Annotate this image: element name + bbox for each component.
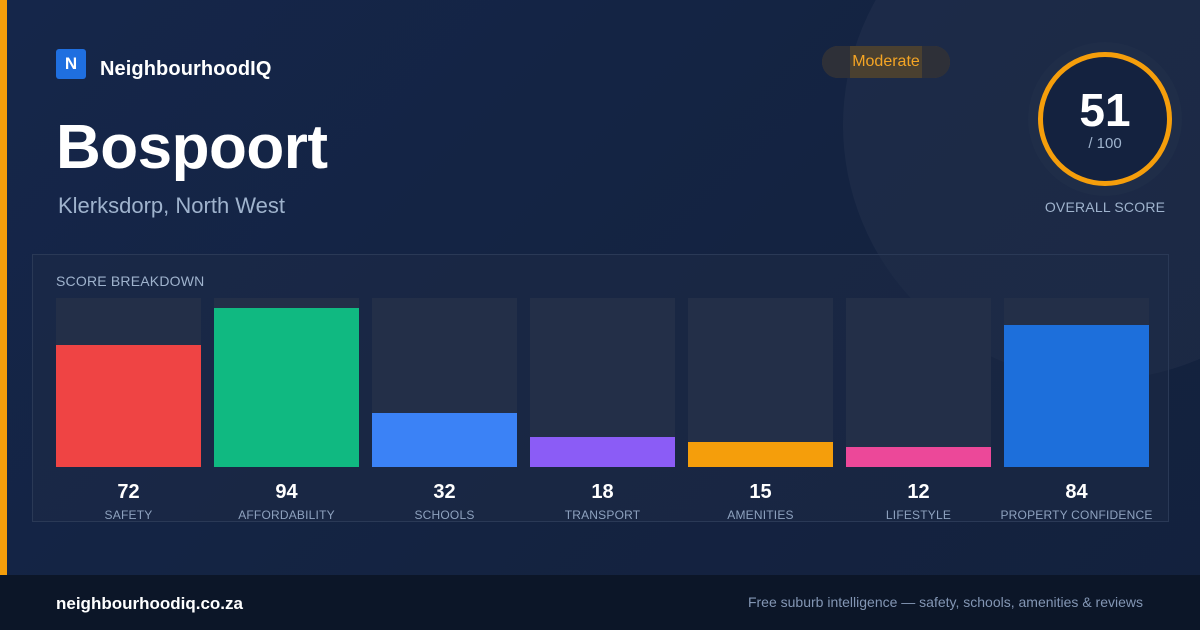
bar-value: 18 bbox=[591, 481, 614, 503]
accent-bar bbox=[0, 0, 7, 575]
score-breakdown-panel: SCORE BREAKDOWN 72 SAFETY 94 AFFORDABILITY 3… bbox=[32, 254, 1169, 522]
breakdown-bars: 72 SAFETY 94 AFFORDABILITY 32 SCHOOLS 18 TRANSP… bbox=[56, 298, 1152, 523]
bar-fill bbox=[214, 308, 359, 467]
bar-value: 72 bbox=[117, 481, 140, 503]
bar-label: LIFESTYLE bbox=[885, 508, 952, 522]
score-ring-inner: 51 / 100 bbox=[1038, 52, 1172, 186]
breakdown-item-lifestyle: 12 LIFESTYLE bbox=[846, 298, 991, 523]
breakdown-item-amenities: 15 AMENITIES bbox=[688, 298, 833, 523]
bar-track bbox=[688, 298, 833, 467]
brand-logo[interactable]: N NeighbourhoodIQ bbox=[56, 46, 271, 81]
rating-badge: Moderate bbox=[822, 46, 950, 78]
breakdown-item-property-confidence: 84 PROPERTY CONFIDENCE bbox=[1000, 298, 1152, 523]
bar-track bbox=[530, 298, 675, 467]
overall-score-max: / 100 bbox=[1088, 134, 1122, 152]
breakdown-title: SCORE BREAKDOWN bbox=[56, 273, 205, 289]
bar-label: SCHOOLS bbox=[414, 508, 475, 522]
bar-value: 84 bbox=[1065, 481, 1088, 503]
bar-value: 94 bbox=[275, 481, 298, 503]
bar-label: PROPERTY CONFIDENCE bbox=[1000, 508, 1153, 522]
footer-tagline: Free suburb intelligence — safety, schoo… bbox=[747, 594, 1143, 610]
bar-track bbox=[1004, 298, 1149, 467]
bar-value: 12 bbox=[907, 481, 930, 503]
logo-icon: N bbox=[56, 48, 86, 79]
overall-score-value: 51 bbox=[1079, 83, 1131, 136]
breakdown-item-safety: 72 SAFETY bbox=[56, 298, 201, 523]
brand-name: NeighbourhoodIQ bbox=[100, 58, 272, 80]
overall-score-ring: 51 / 100 bbox=[1028, 42, 1182, 196]
bar-fill bbox=[688, 441, 833, 467]
bar-fill bbox=[846, 446, 991, 467]
bar-label: AMENITIES bbox=[727, 508, 794, 522]
breakdown-item-schools: 32 SCHOOLS bbox=[372, 298, 517, 523]
bar-track bbox=[56, 298, 201, 467]
overall-score-label: OVERALL SCORE bbox=[1044, 199, 1166, 215]
bar-track bbox=[846, 298, 991, 467]
footer-domain-link[interactable]: neighbourhoodiq.co.za bbox=[56, 594, 243, 613]
bar-value: 32 bbox=[433, 481, 456, 503]
rating-badge-label: Moderate bbox=[852, 53, 920, 70]
suburb-title: Bospoort bbox=[56, 113, 328, 182]
bar-fill bbox=[530, 436, 675, 467]
bar-label: SAFETY bbox=[104, 508, 153, 522]
bar-value: 15 bbox=[749, 481, 772, 503]
breakdown-item-affordability: 94 AFFORDABILITY bbox=[214, 298, 359, 523]
bar-fill bbox=[1004, 325, 1149, 467]
breakdown-item-transport: 18 TRANSPORT bbox=[530, 298, 675, 523]
bar-fill bbox=[372, 412, 517, 467]
bar-track bbox=[372, 298, 517, 467]
bar-label: AFFORDABILITY bbox=[238, 508, 335, 522]
footer: neighbourhoodiq.co.za Free suburb intell… bbox=[0, 575, 1200, 630]
suburb-location: Klerksdorp, North West bbox=[58, 193, 286, 218]
bar-label: TRANSPORT bbox=[564, 508, 641, 522]
bar-track bbox=[214, 298, 359, 467]
bar-fill bbox=[56, 345, 201, 467]
